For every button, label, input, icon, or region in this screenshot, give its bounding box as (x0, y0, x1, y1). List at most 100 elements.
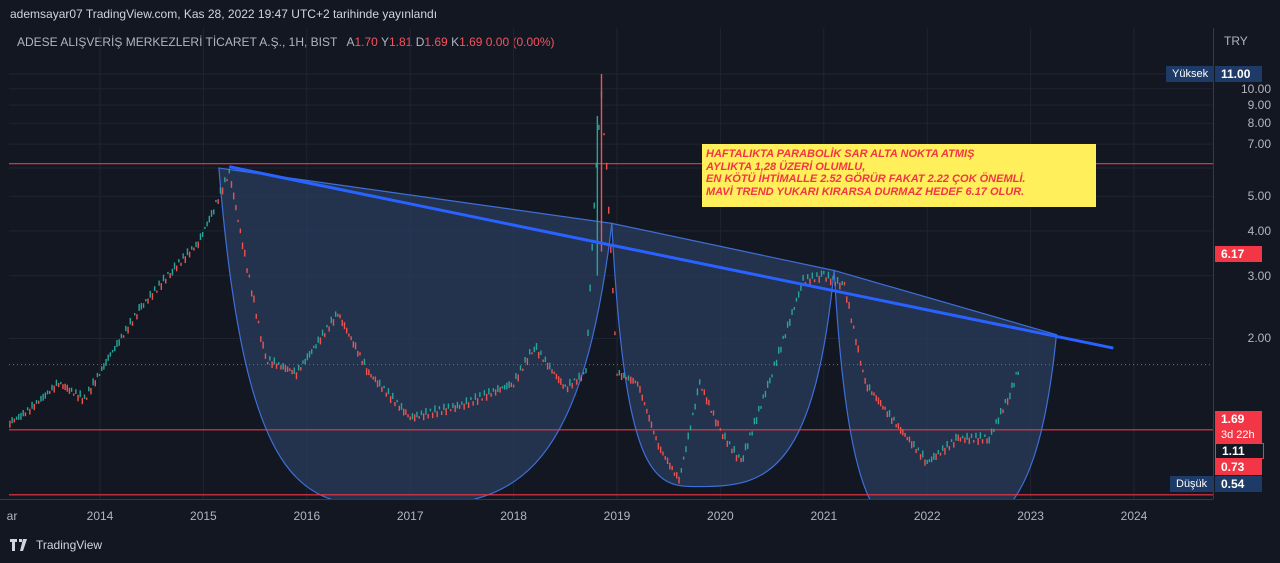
analysis-note[interactable]: HAFTALIKTA PARABOLİK SAR ALTA NOKTA ATMI… (702, 144, 1096, 207)
price-candle (809, 278, 811, 286)
price-candle (142, 303, 145, 308)
price-candle (321, 329, 324, 336)
price-candle (555, 373, 558, 380)
price-candle (593, 202, 595, 209)
price-candle (573, 378, 576, 381)
price-candle (937, 450, 939, 455)
price-candle (875, 395, 877, 402)
cup-pattern-shape (611, 222, 835, 488)
price-candle (427, 413, 429, 419)
price-candle (114, 345, 116, 352)
price-candle (715, 419, 717, 427)
price-candle (429, 408, 432, 412)
price-candle (201, 231, 204, 237)
price-candle (501, 386, 504, 389)
price-candle (304, 358, 306, 365)
price-candle (178, 259, 180, 263)
footer-brand[interactable]: TradingView (10, 538, 102, 552)
price-candle (566, 386, 569, 393)
price-candle (864, 377, 866, 384)
price-candle (273, 357, 276, 365)
price-candle (908, 436, 911, 443)
price-candle (676, 472, 678, 479)
price-candle (582, 371, 585, 375)
price-candle (970, 433, 973, 438)
price-candle (557, 376, 560, 384)
price-candle (948, 446, 951, 451)
price-candle (180, 262, 182, 266)
price-candle (625, 377, 627, 380)
price-candle (51, 384, 53, 391)
price-candle (959, 437, 962, 442)
price-candle (733, 445, 735, 453)
price-candle (257, 320, 260, 324)
price-candle (24, 412, 27, 417)
high-tag: Yüksek (1166, 66, 1215, 82)
price-candle (540, 350, 542, 355)
price-axis[interactable]: 2.00 3.00 4.00 5.00 7.00 8.00 9.00 10.00 (1213, 28, 1280, 499)
price-candle (766, 380, 769, 388)
price-candle (519, 365, 522, 371)
price-candle (488, 388, 490, 395)
price-candle (481, 398, 483, 401)
countdown-label: 3d 22h (1215, 427, 1262, 443)
price-candle (215, 200, 217, 203)
price-candle (680, 468, 683, 473)
price-candle (939, 452, 942, 456)
price-candle (365, 368, 368, 376)
price-candle (405, 409, 407, 415)
price-candle (15, 416, 18, 420)
price-chart[interactable] (9, 28, 1213, 499)
price-candle (295, 372, 298, 380)
price-candle (515, 373, 517, 380)
price-candle (250, 290, 253, 297)
price-candle (224, 177, 226, 183)
price-candle (42, 393, 44, 401)
price-candle (859, 360, 862, 366)
symbol-legend: ADESE ALIŞVERİŞ MERKEZLERİ TİCARET A.Ş.,… (17, 35, 555, 49)
price-candle (522, 368, 524, 371)
price-candle (474, 393, 477, 400)
price-candle (664, 456, 666, 460)
price-candle (950, 439, 953, 442)
price-candle (239, 228, 242, 234)
price-candle (418, 416, 420, 419)
price-candle (107, 354, 109, 361)
time-tick-label: 2014 (86, 509, 114, 523)
price-candle (744, 443, 747, 451)
price-candle (526, 358, 529, 366)
time-axis[interactable]: ar 2014 2015 2016 2017 2018 2019 2020 2021 2022 20… (0, 499, 1213, 526)
price-tick-label: 10.00 (1240, 81, 1271, 96)
price-candle (636, 381, 639, 387)
price-candle (919, 454, 922, 460)
price-candle (398, 405, 401, 411)
price-candle (995, 419, 997, 424)
price-candle (11, 417, 13, 424)
price-candle (116, 340, 118, 348)
price-candle (975, 432, 977, 439)
price-candle (811, 272, 814, 279)
price-candle (760, 405, 762, 409)
price-candle (131, 321, 134, 326)
price-candle (1015, 372, 1017, 375)
symbol-name[interactable]: ADESE ALIŞVERİŞ MERKEZLERİ TİCARET A.Ş.,… (17, 35, 338, 49)
price-tick-label: 4.00 (1247, 223, 1271, 238)
price-candle (208, 215, 211, 223)
price-candle (922, 450, 924, 458)
price-candle (764, 390, 767, 398)
price-candle (634, 380, 637, 384)
price-candle (118, 339, 120, 346)
price-candle (1011, 382, 1013, 389)
price-candle (510, 382, 513, 388)
price-candle (1013, 383, 1015, 388)
price-candle (538, 351, 540, 359)
price-candle (330, 316, 332, 324)
price-candle (186, 248, 189, 256)
price-candle (57, 382, 60, 388)
price-candle (944, 447, 946, 455)
price-candle (551, 369, 553, 374)
price-candle (79, 390, 81, 398)
price-candle (569, 378, 571, 386)
price-candle (396, 399, 398, 403)
price-candle (605, 162, 608, 170)
